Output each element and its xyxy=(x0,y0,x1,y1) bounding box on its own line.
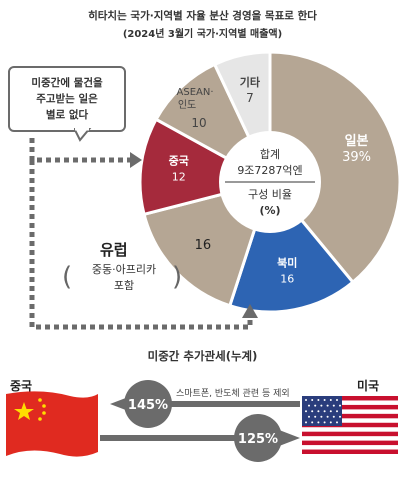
tariff-title: 미중간 추가관세(누계) xyxy=(147,349,258,363)
us-flag-star xyxy=(311,421,314,424)
us-flag-star xyxy=(308,404,310,407)
slice-label-3: 중국 xyxy=(169,154,189,167)
bubble-tail xyxy=(74,128,92,142)
dashed-arrow-to-north-america xyxy=(29,160,253,330)
center-ratio-label: 구성 비율 xyxy=(248,188,292,201)
europe-paren-right: ) xyxy=(172,262,183,292)
us-flag-star xyxy=(336,399,338,401)
tariff-us-circle xyxy=(124,380,172,428)
slice-value-5: 7 xyxy=(246,91,254,105)
us-flag-star xyxy=(320,404,323,407)
bubble-line-2: 주고받는 일은 xyxy=(36,93,98,105)
us-flag-star xyxy=(332,415,335,418)
us-flag-star xyxy=(314,415,317,418)
pie-slice-0 xyxy=(268,50,402,285)
tariff-china-to-us-value: 125% xyxy=(238,432,278,447)
us-flag-stripe xyxy=(302,431,398,437)
speech-bubble: 미중간에 물건을 주고받는 일은 별로 없다 xyxy=(8,66,126,132)
slice-label-5: 기타 xyxy=(240,75,261,89)
us-flag-star xyxy=(305,421,307,424)
slice-value-4: 10 xyxy=(191,116,206,130)
bubble-line-1: 미중간에 물건을 xyxy=(31,77,103,89)
us-flag-stripe xyxy=(302,440,398,446)
us-flag-star xyxy=(336,421,338,424)
us-flag-star xyxy=(339,404,341,407)
us-flag-star xyxy=(323,399,326,401)
bubble-line-3: 별로 없다 xyxy=(45,109,89,121)
center-unit-label: (%) xyxy=(259,204,280,217)
us-flag-star xyxy=(305,399,307,401)
us-flag-star xyxy=(320,415,323,418)
us-flag-star xyxy=(332,404,335,407)
us-flag-star xyxy=(314,404,317,407)
us-flag-star xyxy=(323,421,326,424)
us-flag-star xyxy=(317,399,320,401)
us-flag-star xyxy=(305,410,307,413)
slice-label-asean-line1: ASEAN· xyxy=(177,87,214,98)
us-flag-star xyxy=(326,415,329,418)
us-flag-star xyxy=(323,410,326,413)
us-flag-stripe xyxy=(302,413,398,419)
europe-label: 유럽 xyxy=(100,241,128,259)
us-flag-icon xyxy=(302,396,398,454)
europe-paren-left: ( xyxy=(62,262,73,292)
europe-sublabel: 중동·아프리카 포함 xyxy=(64,262,184,294)
us-flag-stripe xyxy=(302,422,398,428)
tariff-us-to-china-value: 145% xyxy=(128,398,168,413)
center-total-value: 9조7287억엔 xyxy=(237,164,302,177)
us-flag-star xyxy=(317,421,320,424)
us-flag-star xyxy=(329,399,332,401)
us-flag-stripe xyxy=(302,404,398,410)
us-flag-star xyxy=(339,415,341,418)
us-flag-star xyxy=(326,404,329,407)
us-flag-star xyxy=(308,415,310,418)
china-flag-icon xyxy=(6,391,98,457)
us-flag-stripe xyxy=(302,449,398,454)
slice-value-3: 12 xyxy=(172,170,186,183)
page-title: 히타치는 국가·지역별 자율 분산 경영을 목표로 한다 xyxy=(88,10,317,22)
slice-value-1: 16 xyxy=(280,272,294,285)
slice-label-asean-line2: 인도 xyxy=(178,99,196,111)
arrow-head-china xyxy=(130,152,142,168)
us-flag-star xyxy=(317,410,320,413)
tariff-china-circle xyxy=(234,414,282,462)
slice-label-0: 일본 xyxy=(345,134,369,149)
us-label: 미국 xyxy=(357,379,380,393)
slice-value-0: 39% xyxy=(342,150,371,165)
us-flag-star xyxy=(329,410,332,413)
tariff-note: 스마트폰, 반도체 관련 등 제외 xyxy=(176,389,290,399)
us-flag-star xyxy=(311,410,314,413)
us-flag-star xyxy=(311,399,314,401)
us-flag-star xyxy=(336,410,338,413)
page-subtitle: (2024년 3월기 국가·지역별 매출액) xyxy=(122,29,283,40)
arrow-head-north-america xyxy=(242,304,258,318)
slice-value-2: 16 xyxy=(195,238,212,253)
us-flag-star xyxy=(329,421,332,424)
slice-label-1: 북미 xyxy=(277,255,297,269)
europe-sub-line-2: 포함 xyxy=(113,279,135,292)
us-flag-stripe xyxy=(302,396,398,401)
europe-sub-line-1: 중동·아프리카 xyxy=(91,263,157,276)
china-label: 중국 xyxy=(10,379,33,393)
pie-slice-3 xyxy=(138,117,275,217)
center-total-label: 합계 xyxy=(260,148,280,161)
